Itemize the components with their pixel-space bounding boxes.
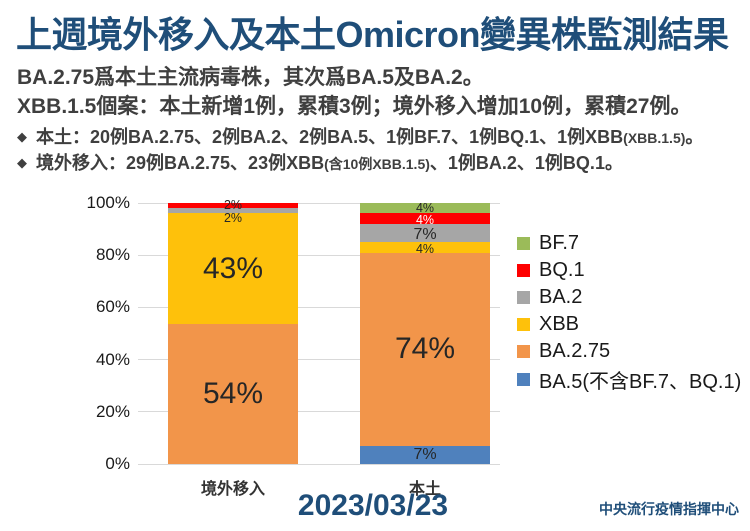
intro-line-2: XBB.1.5個案：本土新增1例，累積3例；境外移入增加10例，累積27例。	[17, 95, 692, 118]
y-axis-tick-label: 60%	[95, 297, 130, 317]
diamond-bullet-icon: ◆	[17, 155, 27, 170]
bullet-text-tail: 、1例BA.2、1例BQ.1。	[429, 153, 623, 173]
bar-segment-BQ.1	[360, 213, 490, 224]
bullet-text-small: (含10例XBB.1.5)	[324, 156, 430, 172]
legend-label: BA.5(不含BF.7、BQ.1)	[539, 370, 742, 393]
bullet-text: 本土：20例BA.2.75、2例BA.2、2例BA.5、1例BF.7、1例BQ.…	[36, 127, 624, 147]
org-name: 中央流行疫情指揮中心	[599, 501, 739, 517]
gridline	[138, 411, 500, 413]
bar-segment-BA.2	[168, 208, 298, 214]
legend-item: BF.7	[517, 232, 579, 254]
bar-segment-BQ.1	[168, 203, 298, 209]
gridline	[138, 306, 500, 308]
diamond-bullet-icon: ◆	[17, 129, 27, 144]
bar-segment-BA.2	[360, 223, 490, 243]
segment-value-label: 4%	[415, 200, 435, 215]
legend-item: BA.2	[517, 286, 582, 308]
legend-swatch-icon	[517, 345, 530, 359]
y-axis-tick-label: 20%	[95, 401, 130, 421]
y-axis-tick-label: 100%	[86, 193, 130, 212]
segment-value-label: 7%	[413, 225, 437, 243]
legend-label: BA.2.75	[539, 340, 611, 363]
bullet-item-imported: ◆ 境外移入：29例BA.2.75、23例XBB(含10例XBB.1.5)、1例B…	[17, 149, 623, 175]
y-axis-tick-label: 0%	[105, 454, 130, 473]
segment-value-label: 2%	[223, 210, 243, 225]
bullet-text: 境外移入：29例BA.2.75、23例XBB	[36, 153, 325, 173]
legend-swatch-icon	[517, 372, 530, 386]
legend-item: XBB	[517, 313, 580, 336]
legend-item: BQ.1	[517, 259, 585, 281]
gridline	[138, 202, 500, 204]
bar-segment-BA.5(不含BF.7、BQ.1)	[360, 445, 490, 464]
segment-value-label: 4%	[415, 213, 435, 228]
y-axis-tick-label: 80%	[95, 245, 130, 265]
legend-label: BF.7	[539, 231, 580, 254]
x-category-label: 本土	[408, 481, 441, 498]
bar-segment-BF.7	[360, 203, 490, 214]
legend-swatch-icon	[517, 236, 530, 250]
legend-item: BA.5(不含BF.7、BQ.1)	[517, 368, 741, 393]
page-title: 上週境外移入及本土Omicron變異株監測結果	[16, 14, 729, 55]
x-category-label: 境外移入	[200, 481, 265, 498]
bullet-text-small: (XBB.1.5)	[623, 130, 686, 146]
segment-value-label: 43%	[202, 251, 264, 285]
gridline	[138, 359, 500, 361]
segment-value-label: 2%	[223, 198, 243, 213]
legend-label: BQ.1	[539, 258, 585, 281]
segment-value-label: 54%	[202, 377, 264, 411]
segment-value-label: 4%	[415, 241, 435, 256]
report-date: 2023/03/23	[297, 489, 449, 522]
bar-segment-BA.2.75	[360, 252, 490, 446]
legend-label: BA.2	[539, 285, 583, 308]
segment-value-label: 74%	[394, 332, 456, 366]
gridline	[138, 254, 500, 256]
legend-swatch-icon	[517, 318, 530, 332]
legend-item: BA.2.75	[517, 340, 611, 363]
bar-segment-XBB	[360, 242, 490, 253]
gridline	[138, 463, 500, 465]
segment-value-label: 7%	[413, 445, 437, 463]
intro-line-1: BA.2.75爲本土主流病毒株，其次爲BA.5及BA.2。	[17, 66, 484, 89]
legend-swatch-icon	[517, 263, 530, 277]
bar-segment-BA.2.75	[168, 324, 298, 464]
y-axis-tick-label: 40%	[95, 349, 130, 369]
legend-label: XBB	[539, 313, 580, 336]
legend-swatch-icon	[517, 290, 530, 304]
bullet-text-tail: 。	[685, 127, 704, 147]
bar-segment-XBB	[168, 213, 298, 325]
bullet-item-domestic: ◆ 本土：20例BA.2.75、2例BA.2、2例BA.5、1例BF.7、1例BQ…	[17, 123, 703, 149]
